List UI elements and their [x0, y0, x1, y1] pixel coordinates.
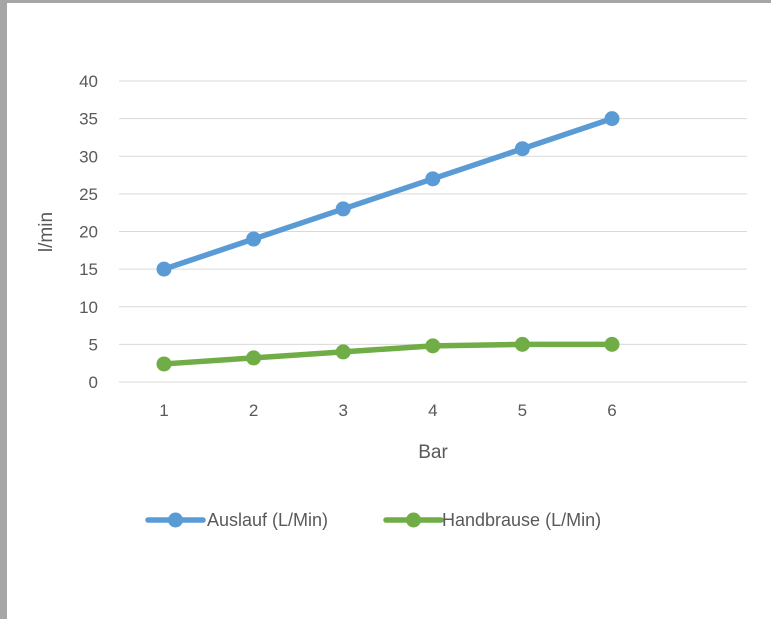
series-line — [161, 115, 615, 272]
legend-label: Handbrause (L/Min) — [442, 510, 601, 530]
data-point[interactable] — [246, 350, 262, 366]
legend-item-2[interactable]: Handbrause (L/Min) — [383, 510, 601, 530]
data-point[interactable] — [156, 261, 172, 277]
x-tick-label: 5 — [518, 401, 527, 420]
data-point[interactable] — [604, 111, 620, 127]
y-tick-label: 20 — [79, 223, 98, 242]
frame-border-left — [0, 0, 7, 619]
legend-swatch-marker — [406, 512, 421, 528]
y-tick-label: 40 — [79, 72, 98, 91]
frame-border-top — [0, 0, 771, 3]
data-point[interactable] — [514, 336, 530, 352]
y-tick-label: 15 — [79, 260, 98, 279]
y-tick-label: 30 — [79, 147, 98, 166]
legend-swatch-marker — [168, 512, 183, 528]
series-1 — [156, 111, 620, 277]
x-tick-label: 2 — [249, 401, 258, 420]
data-point[interactable] — [156, 356, 172, 372]
data-point[interactable] — [335, 344, 351, 360]
x-tick-label: 6 — [607, 401, 616, 420]
gridlines — [119, 80, 747, 383]
series-group — [156, 111, 620, 372]
data-point[interactable] — [425, 171, 441, 187]
y-tick-label: 35 — [79, 110, 98, 129]
y-tick-label: 25 — [79, 185, 98, 204]
data-point[interactable] — [425, 338, 441, 354]
data-point[interactable] — [246, 231, 262, 247]
y-axis-ticks: 0 5 10 15 20 25 30 35 40 — [79, 72, 98, 392]
x-tick-label: 3 — [338, 401, 347, 420]
y-tick-label: 5 — [89, 335, 98, 354]
x-tick-label: 1 — [159, 401, 168, 420]
x-axis-title: Bar — [418, 442, 448, 463]
x-axis-ticks: 1 2 3 4 5 6 — [159, 401, 616, 420]
data-point[interactable] — [335, 201, 351, 217]
legend-item-1[interactable]: Auslauf (L/Min) — [145, 510, 328, 530]
series-2 — [156, 336, 620, 372]
y-tick-label: 10 — [79, 298, 98, 317]
y-axis-title: l/min — [36, 212, 57, 252]
series-line — [161, 341, 615, 367]
data-point[interactable] — [604, 336, 620, 352]
legend-label: Auslauf (L/Min) — [207, 510, 328, 530]
y-tick-label: 0 — [89, 373, 98, 392]
legend[interactable]: Auslauf (L/Min) Handbrause (L/Min) — [145, 510, 601, 530]
data-point[interactable] — [514, 141, 530, 157]
x-tick-label: 4 — [428, 401, 437, 420]
